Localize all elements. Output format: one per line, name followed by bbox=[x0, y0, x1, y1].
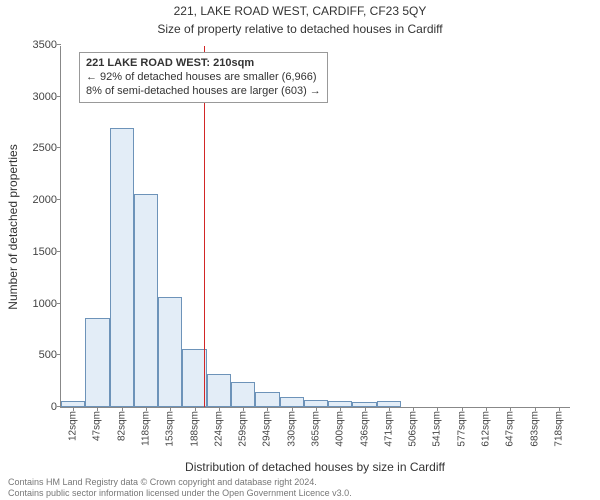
x-tick-label: 436sqm bbox=[359, 411, 370, 447]
y-tick-label: 1000 bbox=[33, 298, 57, 310]
y-tick-mark bbox=[57, 303, 61, 304]
y-tick-mark bbox=[57, 199, 61, 200]
x-tick-label: 12sqm bbox=[68, 411, 79, 441]
annotation-line-3: 8% of semi-detached houses are larger (6… bbox=[86, 85, 321, 99]
x-tick-label: 471sqm bbox=[383, 411, 394, 447]
y-tick-label: 0 bbox=[51, 401, 57, 413]
y-tick-mark bbox=[57, 147, 61, 148]
x-tick-label: 259sqm bbox=[238, 411, 249, 447]
histogram-bar bbox=[207, 374, 231, 407]
x-tick-label: 612sqm bbox=[481, 411, 492, 447]
x-tick-label: 577sqm bbox=[456, 411, 467, 447]
x-tick-label: 47sqm bbox=[92, 411, 103, 441]
y-tick-mark bbox=[57, 96, 61, 97]
y-tick-mark bbox=[57, 251, 61, 252]
x-tick-label: 400sqm bbox=[335, 411, 346, 447]
x-tick-label: 188sqm bbox=[189, 411, 200, 447]
y-tick-mark bbox=[57, 44, 61, 45]
histogram-bar bbox=[134, 194, 158, 407]
chart-subtitle: Size of property relative to detached ho… bbox=[0, 22, 600, 36]
y-axis-label: Number of detached properties bbox=[6, 46, 20, 408]
x-tick-label: 330sqm bbox=[286, 411, 297, 447]
histogram-bar bbox=[255, 392, 279, 408]
annotation-box: 221 LAKE ROAD WEST: 210sqm ← 92% of deta… bbox=[79, 52, 328, 103]
x-tick-label: 224sqm bbox=[213, 411, 224, 447]
y-tick-label: 3000 bbox=[33, 91, 57, 103]
histogram-bar bbox=[158, 297, 182, 407]
x-tick-label: 365sqm bbox=[311, 411, 322, 447]
y-tick-label: 2500 bbox=[33, 142, 57, 154]
histogram-bar bbox=[280, 397, 304, 407]
histogram-bar bbox=[304, 400, 328, 407]
x-tick-label: 683sqm bbox=[529, 411, 540, 447]
footer-attribution: Contains HM Land Registry data © Crown c… bbox=[8, 477, 352, 498]
x-tick-label: 541sqm bbox=[432, 411, 443, 447]
x-tick-label: 294sqm bbox=[262, 411, 273, 447]
footer-line-1: Contains HM Land Registry data © Crown c… bbox=[8, 477, 352, 487]
plot-area: 050010001500200025003000350012sqm47sqm82… bbox=[60, 46, 570, 408]
y-tick-label: 500 bbox=[39, 349, 57, 361]
histogram-bar bbox=[85, 318, 109, 407]
x-tick-label: 718sqm bbox=[553, 411, 564, 447]
y-tick-label: 1500 bbox=[33, 246, 57, 258]
x-axis-label: Distribution of detached houses by size … bbox=[60, 460, 570, 474]
x-tick-label: 153sqm bbox=[165, 411, 176, 447]
chart-title-address: 221, LAKE ROAD WEST, CARDIFF, CF23 5QY bbox=[0, 4, 600, 18]
annotation-line-2: ← 92% of detached houses are smaller (6,… bbox=[86, 71, 321, 85]
y-tick-label: 2000 bbox=[33, 194, 57, 206]
y-tick-mark bbox=[57, 354, 61, 355]
y-tick-label: 3500 bbox=[33, 39, 57, 51]
x-tick-label: 82sqm bbox=[116, 411, 127, 441]
histogram-bar bbox=[231, 382, 255, 407]
annotation-line-1: 221 LAKE ROAD WEST: 210sqm bbox=[86, 57, 321, 71]
figure: { "header": { "address_line": "221, LAKE… bbox=[0, 0, 600, 500]
footer-line-2: Contains public sector information licen… bbox=[8, 488, 352, 498]
x-tick-label: 647sqm bbox=[505, 411, 516, 447]
x-tick-label: 118sqm bbox=[141, 411, 152, 446]
histogram-bar bbox=[110, 128, 134, 407]
x-tick-label: 506sqm bbox=[408, 411, 419, 447]
